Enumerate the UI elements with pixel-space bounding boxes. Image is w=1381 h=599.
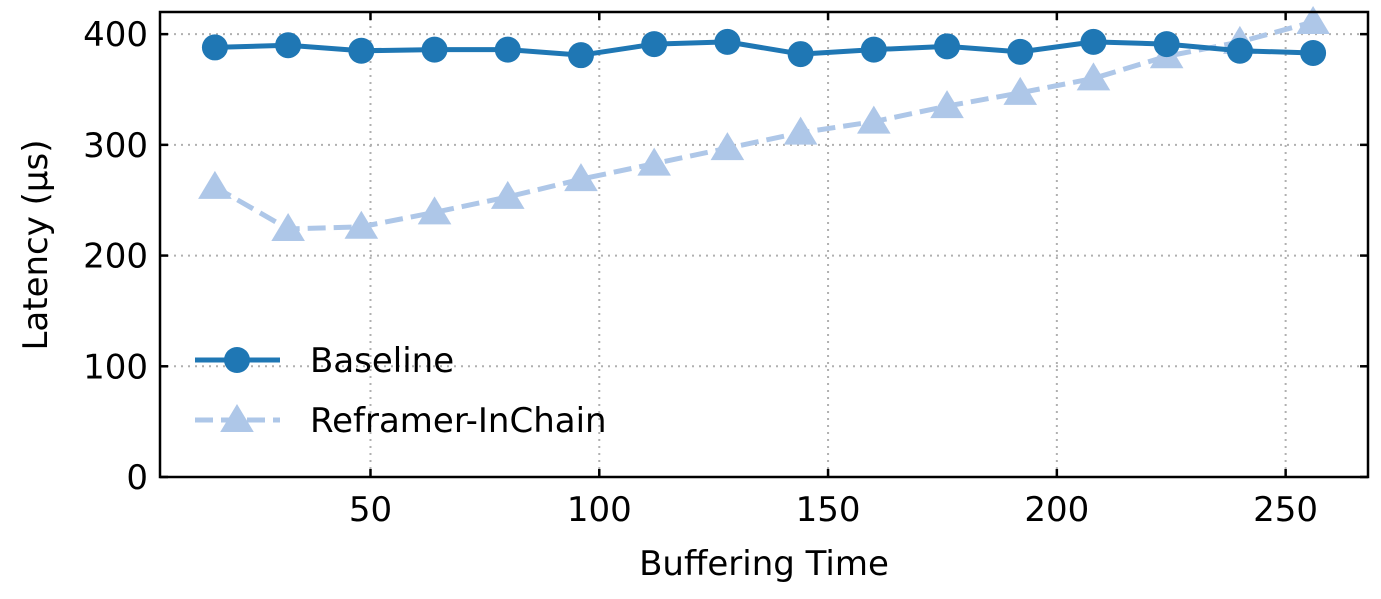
data-point: [275, 32, 302, 59]
x-tick-label: 50: [349, 490, 392, 530]
data-point: [1080, 28, 1107, 55]
data-point: [1003, 76, 1038, 105]
x-tick-label: 100: [567, 490, 632, 530]
tick-labels: 50 100 150 200 250 0 100 200 300 400: [83, 15, 1318, 530]
legend-label: Reframer-InChain: [310, 401, 607, 441]
legend-entry: Baseline: [195, 341, 454, 381]
y-tick-label: 400: [83, 15, 148, 55]
legend: Baseline Reframer-InChain: [195, 341, 607, 441]
data-point: [637, 147, 671, 176]
data-point: [1153, 31, 1180, 58]
y-tick-label: 300: [83, 126, 148, 166]
series-line: [214, 39, 1314, 58]
data-point: [710, 132, 745, 161]
data-point: [564, 163, 598, 192]
data-point: [271, 213, 305, 241]
legend-marker: [220, 404, 254, 432]
data-point: [930, 90, 964, 119]
plot-series: [198, 5, 1330, 241]
series-baseline: [201, 28, 1327, 69]
series-line: [213, 19, 1314, 232]
data-point: [1076, 62, 1111, 91]
data-point: [421, 36, 448, 63]
legend-label: Baseline: [310, 341, 454, 381]
x-tick-label: 250: [1253, 490, 1318, 530]
data-point: [1007, 38, 1034, 65]
data-point: [857, 105, 891, 134]
data-point: [198, 170, 232, 199]
data-point: [783, 116, 818, 145]
data-point: [567, 42, 594, 69]
x-tick-label: 200: [1024, 490, 1089, 530]
data-point: [201, 34, 228, 61]
data-point: [1300, 39, 1327, 66]
series-reframer-inchain: [198, 5, 1330, 241]
data-point: [490, 180, 525, 209]
data-point: [1226, 37, 1253, 64]
y-tick-label: 100: [83, 347, 148, 387]
data-point: [934, 33, 961, 60]
data-point: [494, 36, 521, 63]
x-tick-label: 150: [796, 490, 861, 530]
data-point: [860, 36, 887, 63]
data-point: [787, 41, 814, 68]
data-point: [641, 31, 668, 58]
data-point: [344, 210, 379, 239]
y-tick-label: 0: [126, 458, 148, 498]
axis-ticks: [160, 12, 1368, 479]
data-point: [348, 37, 375, 64]
plot-frame: [158, 10, 1370, 479]
x-axis-label: Buffering Time: [639, 544, 889, 584]
grid-lines: [160, 12, 1368, 477]
legend-marker: [224, 347, 250, 373]
data-point: [1296, 5, 1330, 34]
y-axis-label: Latency (µs): [16, 139, 56, 350]
legend-entry: Reframer-InChain: [195, 401, 607, 441]
data-point: [714, 28, 741, 55]
y-tick-label: 200: [83, 237, 148, 277]
data-point: [417, 196, 452, 225]
